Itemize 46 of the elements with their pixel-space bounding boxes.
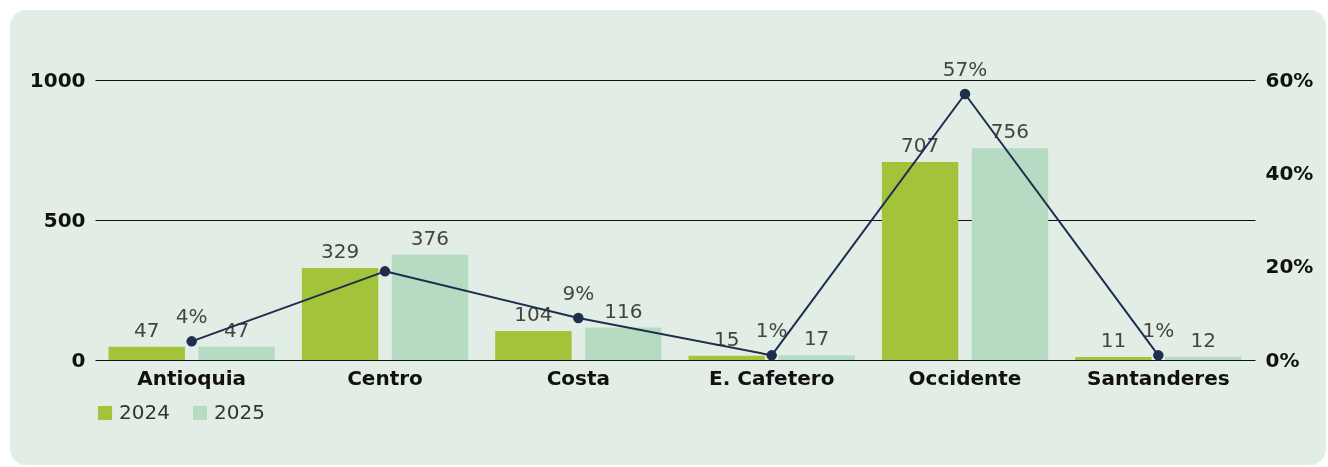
point xyxy=(573,312,584,324)
y2-tick-label: 20% xyxy=(1265,254,1314,279)
point xyxy=(1153,350,1164,361)
legend-label: 2025 xyxy=(214,400,265,424)
x-tick-label: E. Cafetero xyxy=(708,365,835,390)
data-label: 1% xyxy=(755,318,788,343)
legend-label: 2024 xyxy=(119,400,170,424)
x-tick-label: Antioquia xyxy=(137,365,247,390)
x-tick-label: Centro xyxy=(347,365,423,390)
bar xyxy=(108,346,185,360)
point xyxy=(959,88,971,100)
data-label: 17 xyxy=(803,326,830,351)
y2-tick-label: 40% xyxy=(1265,160,1314,185)
point xyxy=(379,266,391,277)
x-tick-label: Occidente xyxy=(908,365,1022,390)
data-label: 116 xyxy=(604,298,643,323)
y-tick-label: 1000 xyxy=(29,67,86,92)
bar xyxy=(198,346,275,360)
y-tick-label: 500 xyxy=(43,207,86,232)
point xyxy=(766,350,777,361)
bar xyxy=(585,327,662,360)
data-label: 1% xyxy=(1142,318,1175,343)
data-label: 11 xyxy=(1100,327,1127,352)
data-label: 12 xyxy=(1190,327,1216,352)
bar xyxy=(301,267,379,360)
bar xyxy=(778,355,855,360)
data-label: 376 xyxy=(410,225,450,250)
x-tick-label: Santanderes xyxy=(1087,365,1230,390)
y2-tick-label: 0% xyxy=(1265,347,1300,372)
data-label: 104 xyxy=(514,301,553,326)
y2-tick-label: 60% xyxy=(1265,67,1314,92)
bar xyxy=(1075,356,1152,360)
bar xyxy=(391,254,469,360)
data-label: 4% xyxy=(175,304,208,329)
data-label: 47 xyxy=(134,317,160,342)
data-label: 57% xyxy=(942,57,988,81)
data-label: 329 xyxy=(320,238,360,263)
bar xyxy=(881,162,959,360)
y-tick-label: 0 xyxy=(71,347,86,372)
data-label: 756 xyxy=(990,119,1030,144)
x-tick-label: Costa xyxy=(546,365,611,390)
bar xyxy=(688,355,765,360)
point xyxy=(186,336,197,347)
data-label: 9% xyxy=(562,281,595,305)
bar xyxy=(971,148,1049,360)
bar xyxy=(495,330,572,360)
